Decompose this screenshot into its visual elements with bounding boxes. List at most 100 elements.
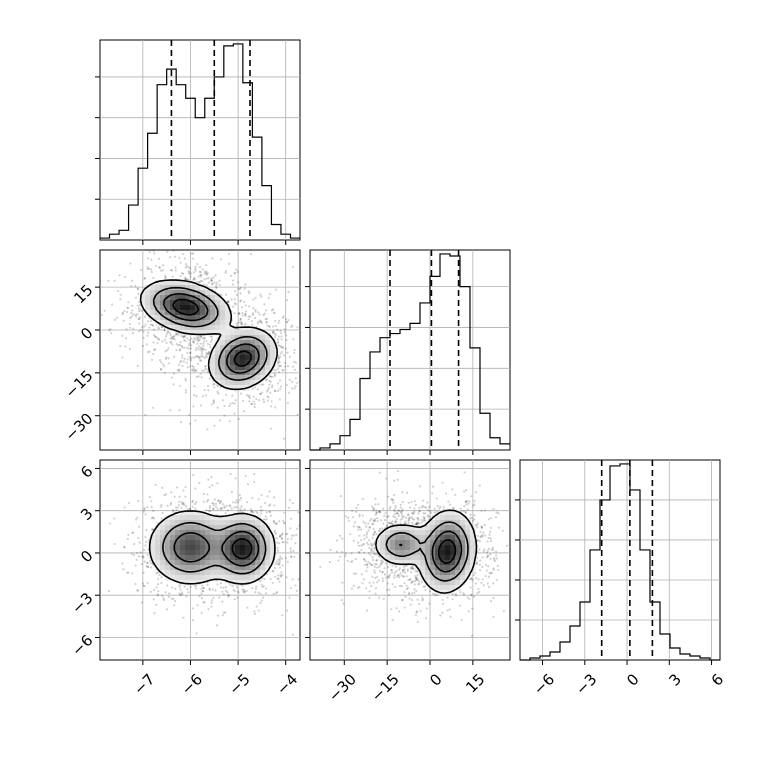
density-cell xyxy=(225,350,231,356)
scatter-point xyxy=(448,503,451,506)
scatter-point xyxy=(216,390,219,393)
scatter-point xyxy=(494,515,498,519)
scatter-point xyxy=(269,503,272,506)
density-cell xyxy=(410,525,416,531)
scatter-point xyxy=(196,342,199,345)
density-cell xyxy=(245,540,251,546)
density-cell xyxy=(440,525,446,531)
scatter-point xyxy=(143,507,146,510)
scatter-point xyxy=(215,285,218,288)
scatter-point xyxy=(188,507,192,510)
scatter-point xyxy=(203,356,207,359)
scatter-point xyxy=(240,321,243,325)
scatter-point xyxy=(404,520,407,523)
density-cell xyxy=(215,365,221,371)
density-cell xyxy=(245,365,251,371)
density-cell xyxy=(165,555,171,561)
scatter-point xyxy=(165,584,169,587)
scatter-point xyxy=(383,519,387,522)
scatter-point xyxy=(387,575,390,578)
density-cell xyxy=(175,520,181,526)
scatter-point xyxy=(144,535,147,539)
scatter-point xyxy=(184,377,187,381)
density-cell xyxy=(250,360,256,366)
scatter-point xyxy=(135,551,139,554)
scatter-point xyxy=(278,360,281,364)
x-tick-label: −7 xyxy=(130,670,158,698)
scatter-point xyxy=(307,565,309,567)
density-cell xyxy=(435,540,441,546)
density-cell xyxy=(205,575,211,581)
scatter-point xyxy=(398,567,401,570)
density-cell xyxy=(465,530,471,536)
scatter-point xyxy=(184,277,187,280)
scatter-point xyxy=(415,522,418,526)
scatter-point xyxy=(290,555,293,558)
scatter-point xyxy=(470,577,473,580)
density-cell xyxy=(160,310,166,316)
scatter-point xyxy=(402,570,405,573)
scatter-point xyxy=(285,334,288,337)
scatter-point xyxy=(495,511,498,514)
scatter-point xyxy=(293,360,296,363)
density-cell xyxy=(200,545,206,551)
scatter-point xyxy=(191,368,194,371)
scatter-point xyxy=(128,347,131,351)
scatter-point xyxy=(190,344,193,347)
scatter-point xyxy=(189,267,192,270)
density-cell xyxy=(155,525,161,531)
scatter-point xyxy=(213,424,216,427)
density-cell xyxy=(250,575,256,581)
scatter-point xyxy=(213,498,216,501)
scatter-point xyxy=(291,380,294,383)
density-cell xyxy=(385,540,391,546)
scatter-point xyxy=(265,321,268,324)
scatter-point xyxy=(358,526,361,529)
scatter-point xyxy=(163,338,167,341)
scatter-point xyxy=(193,370,196,373)
scatter-point xyxy=(141,344,145,348)
scatter-point xyxy=(210,605,213,608)
scatter-point xyxy=(392,499,395,502)
scatter-point xyxy=(368,596,371,599)
scatter-point xyxy=(148,496,152,499)
scatter-point xyxy=(278,379,282,382)
scatter-point xyxy=(248,396,251,400)
scatter-point xyxy=(470,495,473,498)
scatter-point xyxy=(250,402,253,405)
scatter-point xyxy=(135,315,138,318)
density-cell xyxy=(450,550,456,556)
scatter-point xyxy=(273,312,276,315)
density-cell xyxy=(225,575,231,581)
density-cell xyxy=(170,325,176,331)
scatter-point xyxy=(268,490,271,493)
scatter-point xyxy=(207,608,210,611)
density-cell xyxy=(210,350,216,356)
density-cell xyxy=(415,535,421,541)
scatter-point xyxy=(224,511,227,515)
scatter-point xyxy=(286,533,289,536)
scatter-point xyxy=(197,375,200,378)
scatter-point xyxy=(172,337,175,340)
scatter-point xyxy=(502,610,505,613)
scatter-point xyxy=(259,601,262,605)
density-cell xyxy=(445,535,451,541)
density-cell xyxy=(255,535,261,541)
density-cell xyxy=(235,540,241,546)
scatter-point xyxy=(116,289,120,293)
scatter-point xyxy=(257,320,260,324)
scatter-point xyxy=(180,345,183,348)
scatter-point xyxy=(211,282,214,285)
scatter-point xyxy=(226,509,229,512)
scatter-point xyxy=(239,509,242,512)
density-cell xyxy=(450,565,456,571)
density-cell xyxy=(435,560,441,566)
density-cell xyxy=(155,295,161,301)
scatter-point xyxy=(180,591,184,594)
scatter-point xyxy=(130,284,133,288)
scatter-point xyxy=(122,568,125,571)
scatter-point xyxy=(210,279,213,282)
scatter-point xyxy=(158,359,162,362)
scatter-point xyxy=(214,502,217,506)
x-tick-label: 0 xyxy=(426,670,445,689)
